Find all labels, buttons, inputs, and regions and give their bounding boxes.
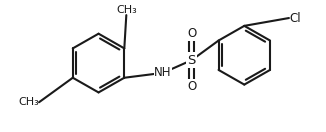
Text: Cl: Cl bbox=[289, 11, 301, 25]
Text: CH₃: CH₃ bbox=[18, 97, 39, 107]
Text: O: O bbox=[187, 27, 196, 40]
Text: CH₃: CH₃ bbox=[116, 5, 137, 15]
Text: NH: NH bbox=[154, 66, 172, 79]
Text: O: O bbox=[187, 80, 196, 93]
Text: S: S bbox=[187, 54, 196, 67]
